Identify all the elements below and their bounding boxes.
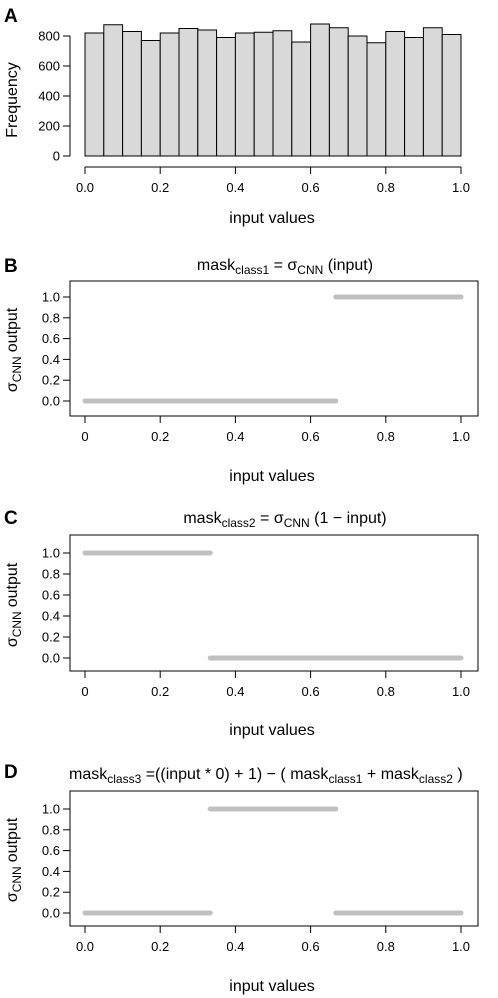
panel-c-y-tick-label: 0.4 (42, 609, 60, 624)
histogram-bar (140, 40, 161, 157)
histogram-bar (253, 31, 274, 157)
panel-d: D maskclass3 =((input * 0) + 1) − ( mask… (4, 762, 479, 995)
histogram-bar (404, 37, 424, 157)
histogram-bar (159, 32, 180, 157)
panel-c-axes: 0 0.2 0.4 0.6 0.8 1.0 0.0 0.2 0.4 0.6 0.8 1.0 (42, 546, 470, 700)
panel-b-y-tick-label: 0.8 (42, 310, 60, 325)
panel-a-x-tick-label: 1.0 (452, 180, 470, 195)
histogram-bar (366, 42, 387, 157)
panel-b-ylabel: σCNNoutput (4, 307, 24, 392)
panel-d-y-tick-label: 1.0 (42, 802, 60, 817)
panel-d-y-tick-label: 0.0 (42, 906, 60, 921)
panel-d-lines (82, 806, 464, 916)
panel-a-ylabel: Frequency (4, 62, 21, 138)
panel-c-ylabel: σCNNoutput (4, 562, 24, 647)
panel-a-x-tick-label: 0.8 (377, 180, 395, 195)
panel-label-c: C (4, 508, 18, 529)
panel-c-lines (82, 550, 464, 661)
histogram-bar (216, 37, 236, 157)
panel-a-y-tick-label: 400 (38, 89, 60, 104)
panel-c-x-tick-label: 0.6 (302, 684, 320, 699)
panel-c-x-tick-label: 1.0 (452, 684, 470, 699)
histogram-bar (422, 27, 443, 157)
panel-d-x-tick-label: 0.0 (76, 939, 94, 954)
histogram-bar (84, 32, 105, 157)
panel-d-y-tick-label: 0.2 (42, 885, 60, 900)
panel-b-x-tick-label: 0.2 (151, 429, 169, 444)
panel-c-x-tick-label: 0.4 (226, 684, 244, 699)
histogram-bar (347, 35, 368, 157)
panel-c-x-tick-label: 0 (81, 684, 88, 699)
panel-b-title: maskclass1 = σCNN (input) (197, 257, 373, 277)
panel-a-x-tick-label: 0.0 (76, 180, 94, 195)
panel-d-axes: 0.0 0.2 0.4 0.6 0.8 1.0 0.0 0.2 0.4 0.6 0.8 1.0 (42, 802, 470, 955)
panel-d-y-tick-label: 0.4 (42, 864, 60, 879)
panel-a-axes: 0.0 0.2 0.4 0.6 0.8 1.0 0 200 400 600 800 (38, 29, 470, 196)
panel-b-x-tick-label: 0 (81, 429, 88, 444)
histogram-bar (385, 31, 406, 157)
panel-d-x-tick-label: 1.0 (452, 939, 470, 954)
panel-c-y-tick-label: 0.0 (42, 651, 60, 666)
panel-b-y-tick-label: 0.0 (42, 394, 60, 409)
panel-a-bars (84, 23, 462, 157)
histogram-bar (441, 34, 462, 157)
panel-label-a: A (4, 6, 18, 27)
panel-c-x-tick-label: 0.2 (151, 684, 169, 699)
panel-d-x-tick-label: 0.2 (151, 939, 169, 954)
panel-a-y-tick-label: 0 (53, 149, 60, 164)
panel-a-x-tick-label: 0.2 (151, 180, 169, 195)
panel-a-xlabel: input values (229, 210, 314, 227)
panel-d-y-tick-label: 0.8 (42, 822, 60, 837)
panel-b: B maskclass1 = σCNN (input) 0 0.2 0.4 0.6 0.… (4, 256, 479, 485)
panel-b-x-tick-label: 1.0 (452, 429, 470, 444)
panel-c-xlabel: input values (229, 722, 314, 739)
panel-c-title: maskclass2 = σCNN (1 − input) (183, 510, 386, 530)
panel-b-y-tick-label: 1.0 (42, 290, 60, 305)
panel-d-x-tick-label: 0.4 (226, 939, 244, 954)
histogram-bar (234, 32, 255, 157)
panel-b-y-tick-label: 0.2 (42, 373, 60, 388)
panel-d-ylabel: σCNNoutput (4, 817, 24, 902)
panel-c: C maskclass2 = σCNN (1 − input) 0 0.2 0.4 0… (4, 508, 479, 739)
panel-d-title: maskclass3 =((input * 0) + 1) − ( maskcl… (69, 766, 463, 786)
panel-a-x-tick-label: 0.4 (226, 180, 244, 195)
panel-c-y-tick-label: 0.8 (42, 567, 60, 582)
histogram-bar (197, 29, 218, 157)
panel-a-x-tick-label: 0.6 (302, 180, 320, 195)
panel-d-x-tick-label: 0.8 (377, 939, 395, 954)
panel-a: A 0.0 0.2 0.4 0.6 0.8 1.0 0 200 400 600 800 Freque… (4, 6, 470, 227)
panel-c-x-tick-label: 0.8 (377, 684, 395, 699)
panel-a-y-tick-label: 800 (38, 29, 60, 44)
panel-a-y-tick-label: 200 (38, 119, 60, 134)
panel-b-x-tick-label: 0.4 (226, 429, 244, 444)
histogram-bar (103, 24, 124, 157)
panel-d-x-tick-label: 0.6 (302, 939, 320, 954)
panel-d-y-tick-label: 0.6 (42, 843, 60, 858)
panel-b-y-tick-label: 0.6 (42, 331, 60, 346)
panel-b-x-tick-label: 0.6 (302, 429, 320, 444)
panel-c-y-tick-label: 0.2 (42, 630, 60, 645)
histogram-bar (328, 27, 349, 157)
histogram-bar (122, 31, 142, 157)
panel-d-xlabel: input values (229, 978, 314, 995)
histogram-bar (272, 30, 293, 157)
histogram-bar (291, 41, 312, 157)
histogram-bar (310, 23, 330, 157)
panel-label-b: B (4, 256, 18, 277)
panel-c-y-tick-label: 1.0 (42, 546, 60, 561)
panel-label-d: D (4, 762, 18, 783)
panel-b-x-tick-label: 0.8 (377, 429, 395, 444)
panel-a-y-tick-label: 600 (38, 59, 60, 74)
panel-b-plot-frame (69, 280, 479, 417)
histogram-bar (178, 28, 199, 157)
panel-b-y-tick-label: 0.4 (42, 352, 60, 367)
panel-b-lines (82, 294, 464, 404)
panel-b-axes: 0 0.2 0.4 0.6 0.8 1.0 0.0 0.2 0.4 0.6 0.8 1.0 (42, 290, 470, 445)
panel-b-xlabel: input values (229, 468, 314, 485)
panel-c-y-tick-label: 0.6 (42, 588, 60, 603)
